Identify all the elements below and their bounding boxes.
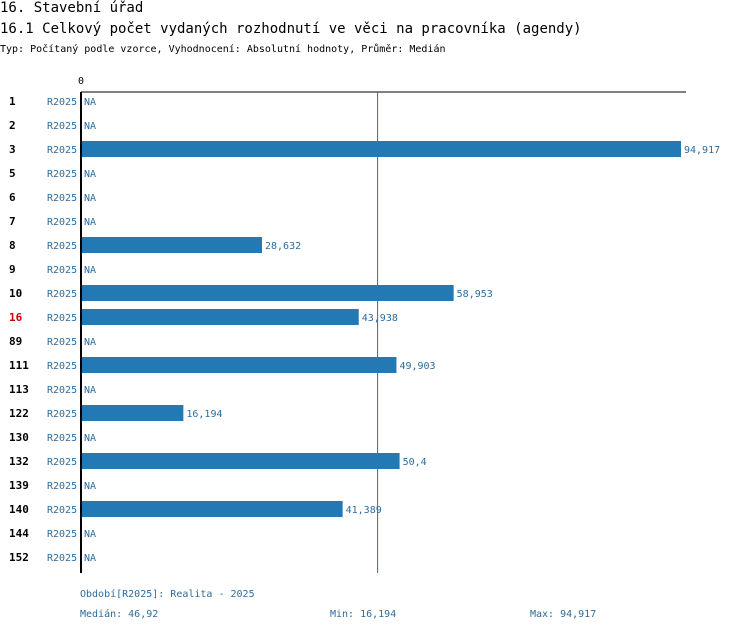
category-label: 152 <box>9 551 29 564</box>
period-label: Období[R2025]: Realita - 2025 <box>80 589 255 600</box>
na-label: NA <box>84 265 96 276</box>
bar <box>81 141 681 157</box>
bar <box>81 501 343 517</box>
category-label: 111 <box>9 359 29 372</box>
period-tick-label: R2025 <box>47 409 77 420</box>
data-label: 28,632 <box>265 241 301 252</box>
category-label: 6 <box>9 191 16 204</box>
period-tick-label: R2025 <box>47 241 77 252</box>
category-label: 16 <box>9 311 23 324</box>
data-label: 16,194 <box>186 409 222 420</box>
category-label: 10 <box>9 287 22 300</box>
period-tick-label: R2025 <box>47 217 77 228</box>
category-label: 122 <box>9 407 29 420</box>
period-tick-label: R2025 <box>47 193 77 204</box>
period-tick-label: R2025 <box>47 289 77 300</box>
category-label: 3 <box>9 143 16 156</box>
period-tick-label: R2025 <box>47 457 77 468</box>
bar <box>81 405 184 421</box>
period-tick-label: R2025 <box>47 481 77 492</box>
period-tick-label: R2025 <box>47 169 77 180</box>
category-label: 2 <box>9 119 16 132</box>
na-label: NA <box>84 169 96 180</box>
period-tick-label: R2025 <box>47 337 77 348</box>
na-label: NA <box>84 529 96 540</box>
chart-title: 16.1 Celkový počet vydaných rozhodnutí v… <box>0 21 582 37</box>
category-label: 89 <box>9 335 22 348</box>
period-tick-label: R2025 <box>47 265 77 276</box>
bar <box>81 237 262 253</box>
median-label: Medián: 46,92 <box>80 609 159 620</box>
category-label: 7 <box>9 215 16 228</box>
data-label: 94,917 <box>684 145 720 156</box>
na-label: NA <box>84 217 96 228</box>
bar <box>81 309 359 325</box>
period-tick-label: R2025 <box>47 529 77 540</box>
period-tick-label: R2025 <box>47 97 77 108</box>
period-tick-label: R2025 <box>47 313 77 324</box>
period-tick-label: R2025 <box>47 145 77 156</box>
max-label: Max: 94,917 <box>530 609 597 620</box>
data-label: 41,389 <box>346 505 382 516</box>
na-label: NA <box>84 553 96 564</box>
na-label: NA <box>84 433 96 444</box>
chart-meta: Typ: Počítaný podle vzorce, Vyhodnocení:… <box>0 44 446 55</box>
axis-zero-tick-label: 0 <box>78 76 84 87</box>
data-label: 50,4 <box>403 457 427 468</box>
category-label: 9 <box>9 263 16 276</box>
na-label: NA <box>84 97 96 108</box>
period-tick-label: R2025 <box>47 385 77 396</box>
category-label: 132 <box>9 455 29 468</box>
data-label: 43,938 <box>362 313 398 324</box>
data-label: 58,953 <box>457 289 493 300</box>
bar <box>81 285 454 301</box>
page-title: 16. Stavební úřad <box>0 0 144 16</box>
period-tick-label: R2025 <box>47 121 77 132</box>
na-label: NA <box>84 337 96 348</box>
category-label: 113 <box>9 383 29 396</box>
category-label: 130 <box>9 431 29 444</box>
na-label: NA <box>84 193 96 204</box>
period-tick-label: R2025 <box>47 361 77 372</box>
category-label: 1 <box>9 95 16 108</box>
na-label: NA <box>84 481 96 492</box>
category-label: 140 <box>9 503 29 516</box>
period-tick-label: R2025 <box>47 505 77 516</box>
period-tick-label: R2025 <box>47 433 77 444</box>
bar <box>81 453 400 469</box>
na-label: NA <box>84 385 96 396</box>
na-label: NA <box>84 121 96 132</box>
bar <box>81 357 397 373</box>
category-label: 139 <box>9 479 29 492</box>
category-label: 5 <box>9 167 16 180</box>
category-label: 144 <box>9 527 29 540</box>
period-tick-label: R2025 <box>47 553 77 564</box>
data-label: 49,903 <box>399 361 435 372</box>
min-label: Min: 16,194 <box>330 609 397 620</box>
category-label: 8 <box>9 239 16 252</box>
